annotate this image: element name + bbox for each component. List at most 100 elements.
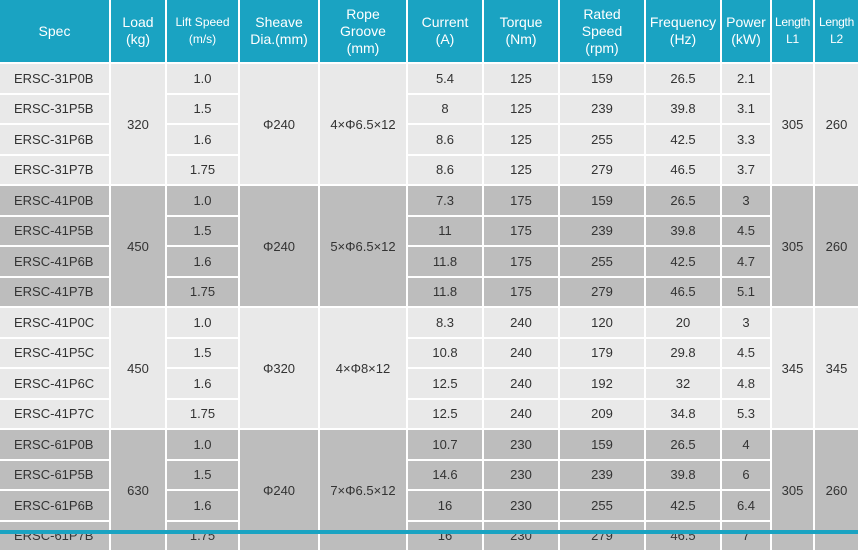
cell-lift-speed: 1.6	[166, 368, 239, 399]
table-header: Spec Load (kg) Lift Speed (m/s) Sheave D…	[0, 0, 858, 63]
cell-lift-speed: 1.6	[166, 490, 239, 521]
cell-current: 8.3	[407, 307, 483, 338]
cell-load: 320	[110, 63, 166, 185]
cell-torque: 240	[483, 338, 559, 369]
cell-current: 14.6	[407, 460, 483, 491]
cell-lift-speed: 1.75	[166, 521, 239, 550]
cell-torque: 175	[483, 246, 559, 277]
cell-spec: ERSC-61P6B	[0, 490, 110, 521]
cell-rated-speed: 159	[559, 185, 645, 216]
cell-spec: ERSC-31P6B	[0, 124, 110, 155]
cell-spec: ERSC-41P5C	[0, 338, 110, 369]
cell-power: 5.1	[721, 277, 771, 308]
cell-length-l2: 345	[814, 307, 858, 429]
cell-spec: ERSC-31P0B	[0, 63, 110, 94]
cell-rated-speed: 239	[559, 216, 645, 247]
cell-frequency: 39.8	[645, 460, 721, 491]
cell-power: 4.5	[721, 216, 771, 247]
cell-frequency: 20	[645, 307, 721, 338]
cell-power: 3.3	[721, 124, 771, 155]
cell-power: 3.7	[721, 155, 771, 186]
cell-torque: 175	[483, 185, 559, 216]
cell-rated-speed: 159	[559, 63, 645, 94]
cell-rated-speed: 279	[559, 521, 645, 550]
cell-sheave: Φ320	[239, 307, 319, 429]
cell-frequency: 42.5	[645, 246, 721, 277]
header-length-l2: Length L2	[814, 0, 858, 63]
cell-current: 7.3	[407, 185, 483, 216]
cell-lift-speed: 1.0	[166, 185, 239, 216]
cell-power: 3.1	[721, 94, 771, 125]
table-group-erscl-31: ERSC-31P0B 320 1.0 Φ240 4×Φ6.5×12 5.4 12…	[0, 63, 858, 185]
cell-rope-groove: 4×Φ8×12	[319, 307, 407, 429]
header-length-l1: Length L1	[771, 0, 814, 63]
cell-frequency: 39.8	[645, 94, 721, 125]
cell-sheave: Φ240	[239, 185, 319, 307]
cell-torque: 240	[483, 307, 559, 338]
header-frequency: Frequency (Hz)	[645, 0, 721, 63]
cell-torque: 175	[483, 277, 559, 308]
cell-current: 16	[407, 521, 483, 550]
cell-current: 11	[407, 216, 483, 247]
cell-power: 3	[721, 185, 771, 216]
cell-frequency: 39.8	[645, 216, 721, 247]
cell-current: 12.5	[407, 399, 483, 430]
cell-lift-speed: 1.0	[166, 307, 239, 338]
cell-spec: ERSC-41P6B	[0, 246, 110, 277]
cell-current: 11.8	[407, 246, 483, 277]
cell-length-l2: 260	[814, 63, 858, 185]
cell-spec: ERSC-41P6C	[0, 368, 110, 399]
cell-rope-groove: 4×Φ6.5×12	[319, 63, 407, 185]
cell-load: 450	[110, 307, 166, 429]
table-group-erscl-41c: ERSC-41P0C 450 1.0 Φ320 4×Φ8×12 8.3 240 …	[0, 307, 858, 429]
cell-power: 6.4	[721, 490, 771, 521]
cell-rated-speed: 120	[559, 307, 645, 338]
cell-rope-groove: 5×Φ6.5×12	[319, 185, 407, 307]
cell-current: 11.8	[407, 277, 483, 308]
table-row: ERSC-41P0B 450 1.0 Φ240 5×Φ6.5×12 7.3 17…	[0, 185, 858, 216]
cell-torque: 230	[483, 490, 559, 521]
cell-torque: 125	[483, 63, 559, 94]
cell-spec: ERSC-41P7B	[0, 277, 110, 308]
cell-frequency: 46.5	[645, 155, 721, 186]
cell-lift-speed: 1.0	[166, 63, 239, 94]
cell-lift-speed: 1.5	[166, 94, 239, 125]
cell-spec: ERSC-31P5B	[0, 94, 110, 125]
cell-rated-speed: 239	[559, 94, 645, 125]
header-rope-groove: Rope Groove (mm)	[319, 0, 407, 63]
cell-current: 5.4	[407, 63, 483, 94]
header-spec: Spec	[0, 0, 110, 63]
table-row: ERSC-31P0B 320 1.0 Φ240 4×Φ6.5×12 5.4 12…	[0, 63, 858, 94]
cell-torque: 240	[483, 399, 559, 430]
header-power: Power (kW)	[721, 0, 771, 63]
cell-rated-speed: 279	[559, 277, 645, 308]
cell-frequency: 26.5	[645, 429, 721, 460]
cell-torque: 125	[483, 124, 559, 155]
cell-lift-speed: 1.75	[166, 155, 239, 186]
cell-frequency: 29.8	[645, 338, 721, 369]
cell-rated-speed: 192	[559, 368, 645, 399]
cell-rated-speed: 255	[559, 124, 645, 155]
cell-rated-speed: 255	[559, 490, 645, 521]
header-rated-speed: Rated Speed (rpm)	[559, 0, 645, 63]
cell-current: 10.8	[407, 338, 483, 369]
header-torque: Torque (Nm)	[483, 0, 559, 63]
cell-frequency: 46.5	[645, 521, 721, 550]
cell-power: 2.1	[721, 63, 771, 94]
cell-current: 8.6	[407, 124, 483, 155]
cell-lift-speed: 1.5	[166, 460, 239, 491]
cell-frequency: 26.5	[645, 185, 721, 216]
cell-spec: ERSC-61P7B	[0, 521, 110, 550]
table-group-erscl-41b: ERSC-41P0B 450 1.0 Φ240 5×Φ6.5×12 7.3 17…	[0, 185, 858, 307]
cell-lift-speed: 1.0	[166, 429, 239, 460]
cell-power: 4	[721, 429, 771, 460]
cell-sheave: Φ240	[239, 63, 319, 185]
cell-frequency: 34.8	[645, 399, 721, 430]
header-current: Current (A)	[407, 0, 483, 63]
cell-frequency: 26.5	[645, 63, 721, 94]
cell-length-l2: 260	[814, 185, 858, 307]
cell-torque: 240	[483, 368, 559, 399]
cell-torque: 230	[483, 521, 559, 550]
table-row: ERSC-61P0B 630 1.0 Φ240 7×Φ6.5×12 10.7 2…	[0, 429, 858, 460]
cell-rated-speed: 255	[559, 246, 645, 277]
